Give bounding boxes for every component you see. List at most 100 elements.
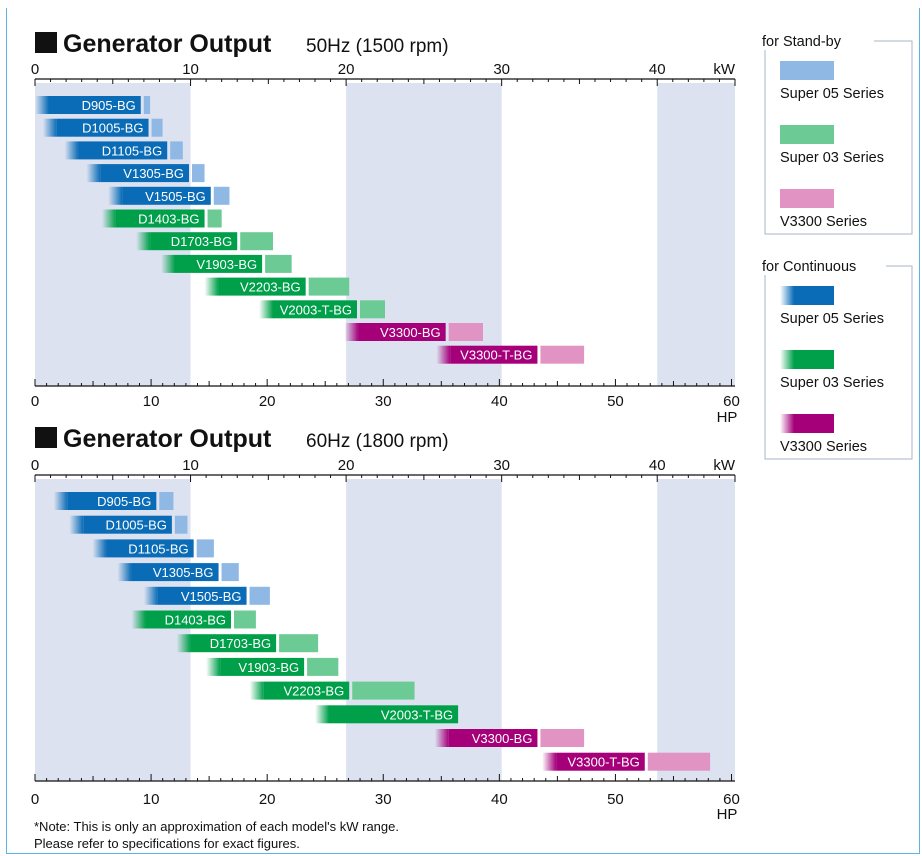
bar-label: V3300-T-BG <box>460 348 532 363</box>
continuous-bar-fade <box>344 323 359 341</box>
bar-v1505-bg: V1505-BG <box>143 586 270 605</box>
kw-unit-label: kW <box>713 61 736 78</box>
continuous-bar <box>106 539 194 558</box>
legend-label: Super 05 Series <box>780 86 884 102</box>
continuous-bar-fade <box>436 345 451 364</box>
standby-bar <box>265 254 292 273</box>
bar-v1903-bg: V1903-BG <box>161 254 292 273</box>
standby-bar <box>143 96 151 114</box>
legend-continuous: for Continuous Super 05 Series Super 03 Se… <box>758 257 913 460</box>
continuous-bar-fade <box>101 209 116 228</box>
shaded-band <box>657 479 735 781</box>
legend-swatch <box>780 189 834 208</box>
bar-v3300-t-bg: V3300-T-BG <box>436 345 585 364</box>
bar-label: V3300-BG <box>472 731 533 746</box>
shaded-band <box>657 83 735 386</box>
kw-unit-label: kW <box>713 457 736 474</box>
standby-bar <box>308 277 350 296</box>
continuous-bar <box>67 492 157 510</box>
continuous-bar <box>145 610 231 629</box>
bar-label: D1403-BG <box>138 212 199 227</box>
continuous-bar <box>273 300 357 319</box>
standby-bar <box>360 300 385 319</box>
hp-tick-label: 10 <box>143 791 160 808</box>
bar-d1105-bg: D1105-BG <box>92 539 214 558</box>
legend-title: for Continuous <box>762 259 856 275</box>
continuous-bar-fade <box>53 492 68 510</box>
bar-v2203-bg: V2203-BG <box>249 681 415 700</box>
legend-label: Super 03 Series <box>780 375 884 391</box>
standby-bar <box>540 345 585 364</box>
bar-label: D905-BG <box>97 494 151 509</box>
hp-unit-label: HP <box>717 806 738 823</box>
continuous-bar-fade <box>542 752 557 771</box>
chart-frame <box>6 8 920 854</box>
legend-swatch <box>794 286 834 305</box>
standby-bar <box>213 186 230 205</box>
kw-tick-label: 10 <box>182 457 199 474</box>
continuous-bar-fade <box>131 610 146 629</box>
continuous-bar-fade <box>161 254 175 273</box>
kw-tick-label: 0 <box>31 61 39 78</box>
bar-d1005-bg: D1005-BG <box>69 515 188 534</box>
bar-label: D905-BG <box>82 98 136 113</box>
bar-label: D1005-BG <box>105 518 166 533</box>
bar-label: D1703-BG <box>171 234 232 249</box>
bar-d1703-bg: D1703-BG <box>136 232 273 251</box>
title-square-icon <box>35 427 57 448</box>
continuous-bar <box>218 277 306 296</box>
bar-label: V1305-BG <box>153 565 214 580</box>
hp-tick-label: 30 <box>375 791 392 808</box>
kw-tick-label: 30 <box>493 457 510 474</box>
chart-title: Generator Output <box>63 425 272 453</box>
bar-label: D1105-BG <box>128 541 188 556</box>
continuous-bar <box>220 657 305 676</box>
legend-swatch <box>794 414 834 433</box>
legend-swatch-fade <box>780 286 794 305</box>
legend-label: Super 03 Series <box>780 150 884 166</box>
title-square-icon <box>35 32 57 53</box>
continuous-bar <box>49 96 141 114</box>
continuous-bar <box>358 323 446 341</box>
continuous-bar <box>150 232 238 251</box>
continuous-bar-fade <box>108 186 123 205</box>
kw-tick-label: 20 <box>338 457 355 474</box>
bar-v1505-bg: V1505-BG <box>108 186 230 205</box>
kw-tick-label: 30 <box>493 61 510 78</box>
continuous-bar <box>263 681 350 700</box>
standby-bar <box>352 681 415 700</box>
continuous-bar-fade <box>42 118 57 137</box>
bar-label: V3300-BG <box>380 325 441 340</box>
bar-d1403-bg: D1403-BG <box>101 209 222 228</box>
kw-tick-label: 40 <box>649 457 666 474</box>
continuous-bar-fade <box>35 96 49 114</box>
legend-standby: for Stand-by Super 05 Series Super 03 Seri… <box>758 32 913 235</box>
standby-bar <box>207 209 222 228</box>
bar-v3300-bg: V3300-BG <box>344 323 483 341</box>
hp-tick-label: 0 <box>31 791 39 808</box>
kw-tick-label: 0 <box>31 457 39 474</box>
bar-label: D1105-BG <box>102 143 162 158</box>
kw-tick-label: 40 <box>649 61 666 78</box>
bar-label: V1903-BG <box>238 660 299 675</box>
bar-label: V1505-BG <box>181 589 242 604</box>
legend-label: V3300 Series <box>780 214 867 230</box>
bar-label: V2203-BG <box>240 280 301 295</box>
bar-label: D1703-BG <box>210 636 271 651</box>
continuous-bar <box>157 586 247 605</box>
standby-bar <box>221 563 239 582</box>
standby-bar <box>174 515 188 534</box>
bar-label: V2003-T-BG <box>381 707 453 722</box>
standby-bar <box>540 729 585 747</box>
standby-bar <box>196 539 214 558</box>
standby-bar <box>151 118 163 137</box>
hp-tick-label: 50 <box>607 393 624 410</box>
hp-tick-label: 60 <box>723 393 740 410</box>
bar-v3300-t-bg: V3300-T-BG <box>542 752 711 771</box>
standby-bar <box>170 141 183 160</box>
bar-d1005-bg: D1005-BG <box>42 118 163 137</box>
hp-tick-label: 20 <box>259 791 276 808</box>
legend-title-bg <box>758 257 886 275</box>
continuous-bar <box>56 118 149 137</box>
